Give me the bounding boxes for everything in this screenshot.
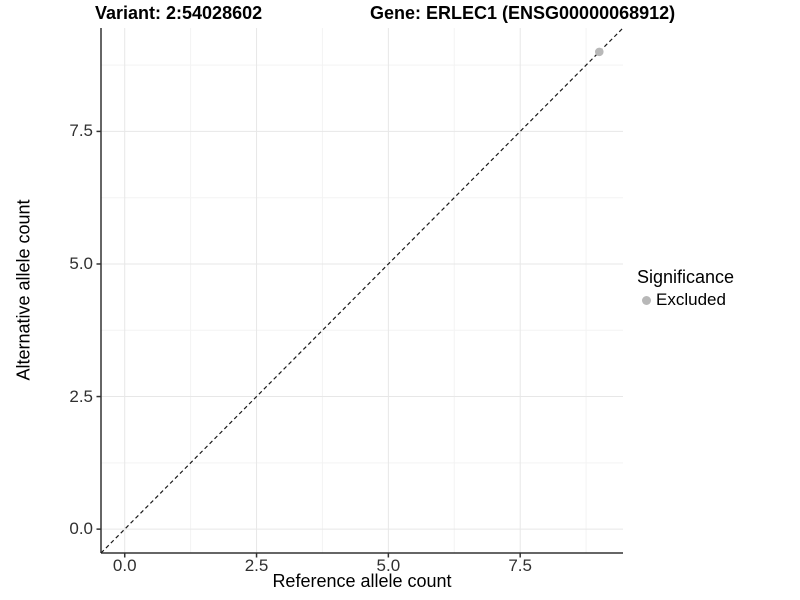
y-tick-label: 0.0 bbox=[69, 519, 93, 539]
x-tick-label: 2.5 bbox=[244, 556, 269, 575]
x-tick-label: 7.5 bbox=[508, 556, 532, 575]
legend-item-excluded: Excluded bbox=[637, 290, 734, 310]
x-axis-title: Reference allele count bbox=[272, 571, 452, 591]
plot-title-gene: Gene: ERLEC1 (ENSG00000068912) bbox=[370, 3, 676, 23]
y-axis-title: Alternative allele count bbox=[13, 199, 34, 381]
y-tick-label: 2.5 bbox=[69, 386, 93, 406]
identity-reference-line bbox=[100, 27, 624, 554]
x-tick-label: 0.0 bbox=[112, 556, 137, 575]
plot-panel bbox=[96, 27, 624, 558]
legend-key-point-icon bbox=[642, 295, 651, 305]
legend-item-label: Excluded bbox=[656, 290, 726, 309]
y-tick-label: 5.0 bbox=[69, 253, 93, 273]
y-tick-label: 7.5 bbox=[69, 121, 93, 141]
data-point-excluded bbox=[594, 47, 604, 57]
legend: Significance Excluded bbox=[637, 266, 734, 310]
plot-title-variant: Variant: 2:54028602 bbox=[95, 3, 263, 23]
legend-title: Significance bbox=[637, 267, 735, 287]
x-tick-label: 5.0 bbox=[376, 556, 401, 575]
plot-canvas bbox=[96, 27, 624, 558]
